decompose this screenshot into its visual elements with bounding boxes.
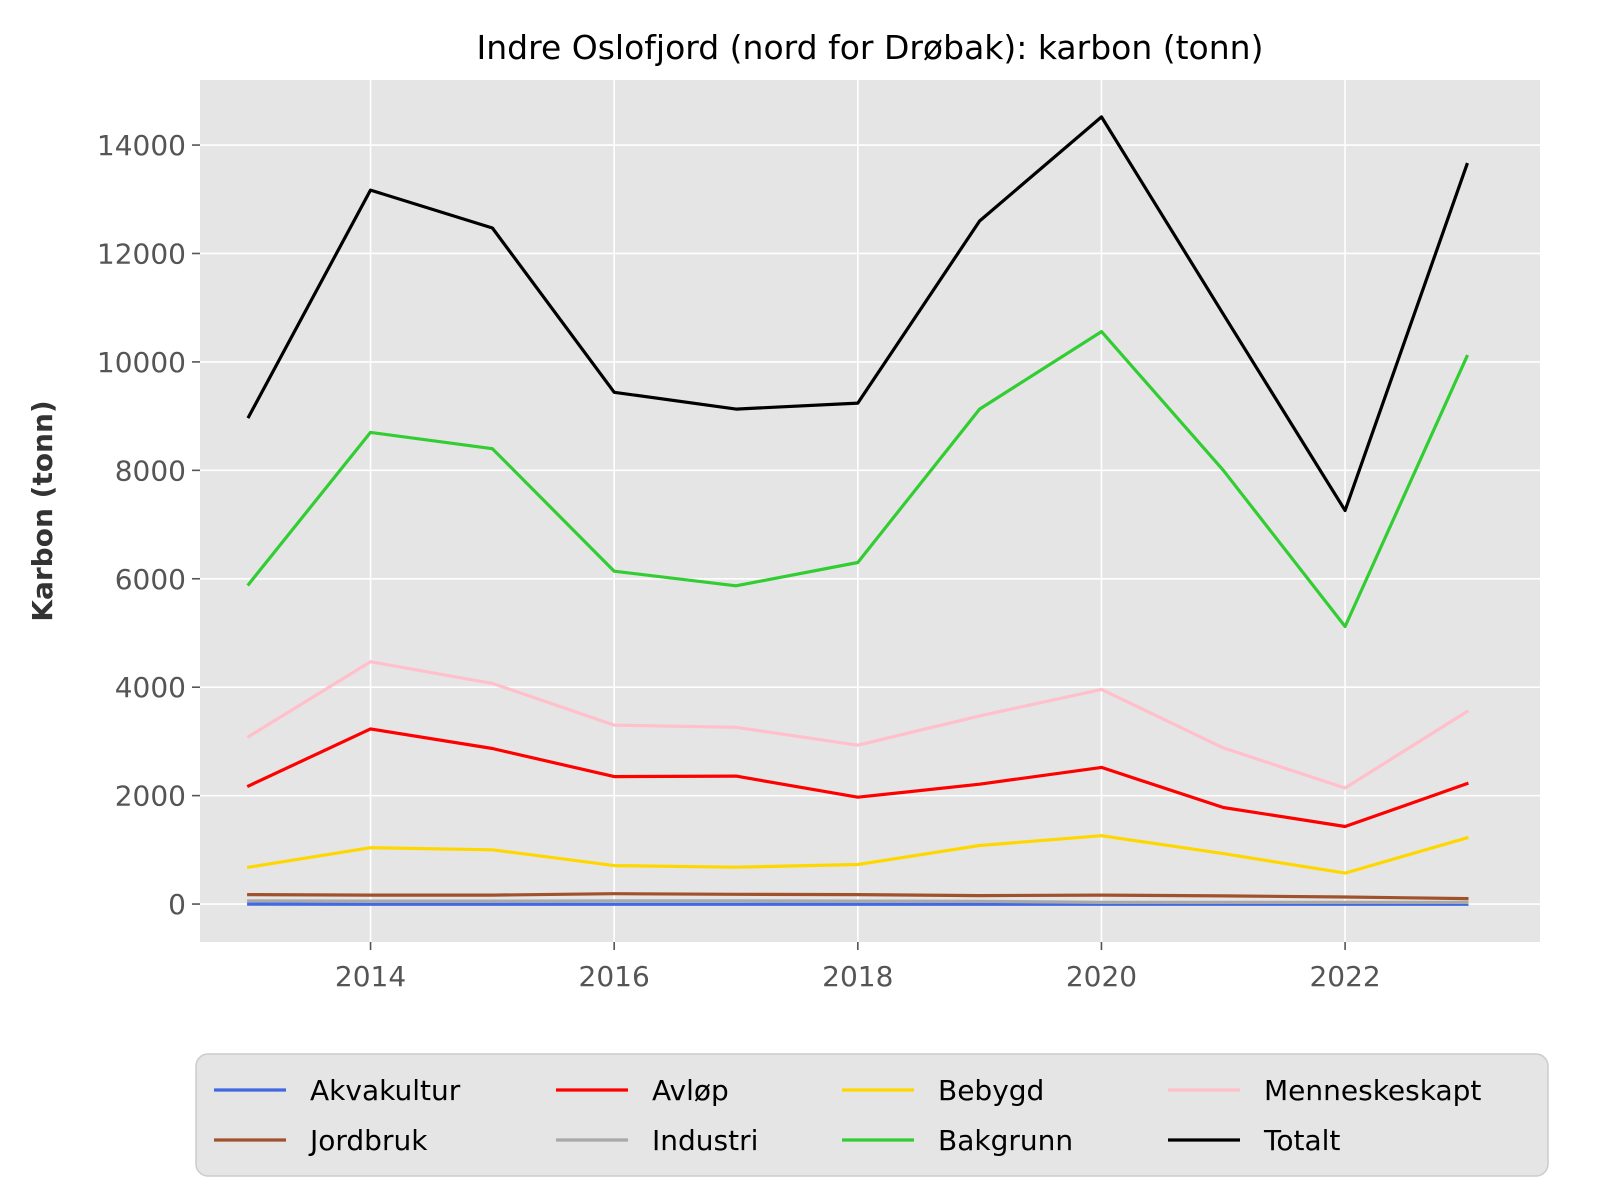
legend-items: Akvakultur Jordbruk Avløp Industri Bebygd Bak… bbox=[214, 1074, 1481, 1157]
x-tick-label: 2018 bbox=[822, 960, 893, 993]
series-line-avløp bbox=[246, 727, 1469, 829]
y-tick-label: 12000 bbox=[97, 237, 186, 270]
plot-area bbox=[200, 80, 1540, 942]
x-tick-label: 2022 bbox=[1309, 960, 1380, 993]
series-line-jordbruk bbox=[247, 892, 1469, 901]
legend-label: Industri bbox=[652, 1124, 758, 1157]
y-axis-label: Karbon (tonn) bbox=[26, 400, 59, 621]
x-tick-label: 2016 bbox=[579, 960, 650, 993]
legend-label: Menneskeskapt bbox=[1264, 1074, 1481, 1107]
legend-label: Jordbruk bbox=[308, 1124, 428, 1157]
y-tick-label: 14000 bbox=[97, 129, 186, 162]
y-axis-ticks: 0 2000 4000 6000 8000 10000 12000 14000 bbox=[97, 129, 200, 921]
legend-label: Bakgrunn bbox=[938, 1124, 1073, 1157]
series-line-totalt bbox=[246, 115, 1469, 513]
series-line-menneskeskapt bbox=[246, 660, 1470, 790]
legend bbox=[195, 1053, 1549, 1177]
series-line-bebygd bbox=[246, 834, 1469, 875]
series-line-industri bbox=[247, 899, 1469, 905]
legend-label: Akvakultur bbox=[310, 1074, 461, 1107]
x-tick-label: 2020 bbox=[1066, 960, 1137, 993]
series-lines bbox=[246, 115, 1470, 906]
y-tick-label: 8000 bbox=[115, 454, 186, 487]
x-axis-ticks: 2014 2016 2018 2020 2022 bbox=[335, 942, 1381, 993]
legend-label: Bebygd bbox=[938, 1074, 1044, 1107]
y-tick-label: 6000 bbox=[115, 563, 186, 596]
y-tick-label: 0 bbox=[168, 888, 186, 921]
chart-title: Indre Oslofjord (nord for Drøbak): karbo… bbox=[477, 28, 1264, 67]
y-tick-label: 2000 bbox=[115, 780, 186, 813]
x-tick-label: 2014 bbox=[335, 960, 406, 993]
series-line-bakgrunn bbox=[246, 330, 1470, 629]
y-tick-label: 4000 bbox=[115, 671, 186, 704]
legend-label: Avløp bbox=[652, 1074, 729, 1107]
legend-label: Totalt bbox=[1263, 1124, 1340, 1157]
y-tick-label: 10000 bbox=[97, 346, 186, 379]
